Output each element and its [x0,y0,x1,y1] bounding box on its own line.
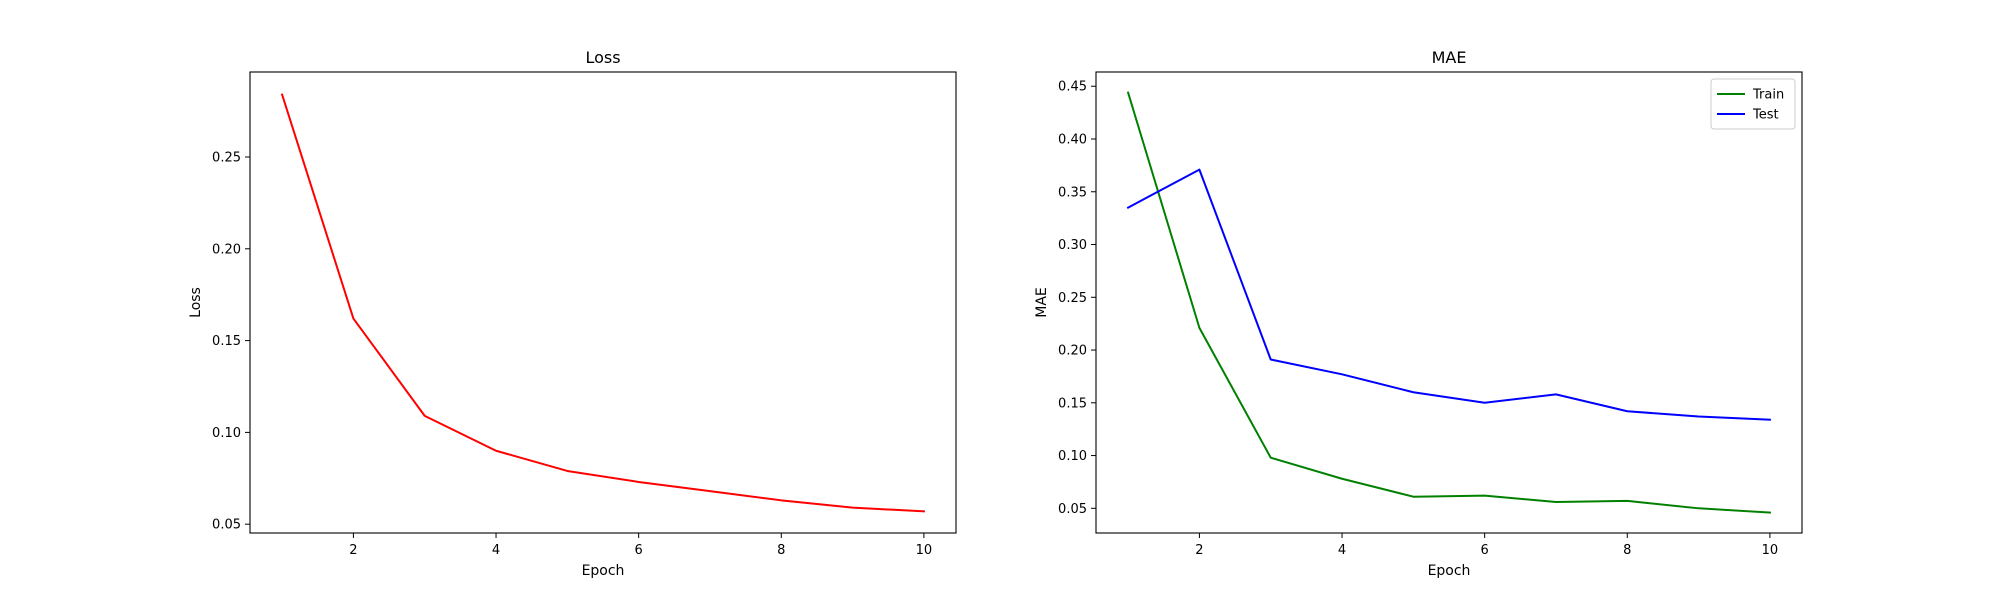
x-axis-label: Epoch [1428,563,1471,579]
x-tick-label: 2 [349,543,357,558]
x-tick-label: 10 [1762,543,1779,558]
x-tick-label: 6 [635,543,643,558]
y-tick-label: 0.05 [1058,502,1087,517]
chart-title: MAE [1432,48,1467,67]
legend-box [1710,78,1796,130]
y-tick-label: 0.30 [1058,238,1087,253]
y-tick-label: 0.10 [1058,449,1087,464]
y-tick-label: 0.20 [212,242,241,257]
y-tick-label: 0.15 [1058,396,1087,411]
plot-area-frame [249,71,957,534]
legend-label-train: Train [1752,88,1784,103]
x-tick-label: 4 [1338,543,1346,558]
y-tick-label: 0.25 [1058,291,1087,306]
y-tick-label: 0.40 [1058,133,1087,148]
chart-title: Loss [585,48,620,67]
series-line-1 [280,93,925,513]
x-tick-label: 4 [492,543,500,558]
chart-panel-2: 2 4 6 8 10 0.05 0.10 0.15 0.20 0.25 0.30 0.35 0.40 0.… [1034,48,1803,579]
x-tick-label: 8 [777,543,785,558]
series-line-test [1126,168,1771,421]
y-axis-label: Loss [188,287,204,318]
y-tick-label: 0.05 [212,518,241,533]
x-tick-label: 6 [1481,543,1489,558]
series-line-train [1126,91,1771,514]
y-axis-label: MAE [1034,287,1050,318]
x-tick-label: 8 [1623,543,1631,558]
y-tick-label: 0.25 [212,151,241,166]
legend-label-test: Test [1752,108,1779,123]
x-tick-label: 2 [1195,543,1203,558]
plot-area-frame [1095,71,1803,534]
y-tick-label: 0.15 [212,334,241,349]
x-tick-label: 10 [916,543,933,558]
y-tick-label: 0.35 [1058,185,1087,200]
x-axis-label: Epoch [582,563,625,579]
legend: Train Test [1710,78,1796,130]
chart-panel-1: 2 4 6 8 10 0.05 0.10 0.15 0.20 0.25 Loss Epoch Loss [188,48,957,579]
y-tick-label: 0.20 [1058,344,1087,359]
y-tick-label: 0.10 [212,426,241,441]
y-tick-label: 0.45 [1058,80,1087,95]
